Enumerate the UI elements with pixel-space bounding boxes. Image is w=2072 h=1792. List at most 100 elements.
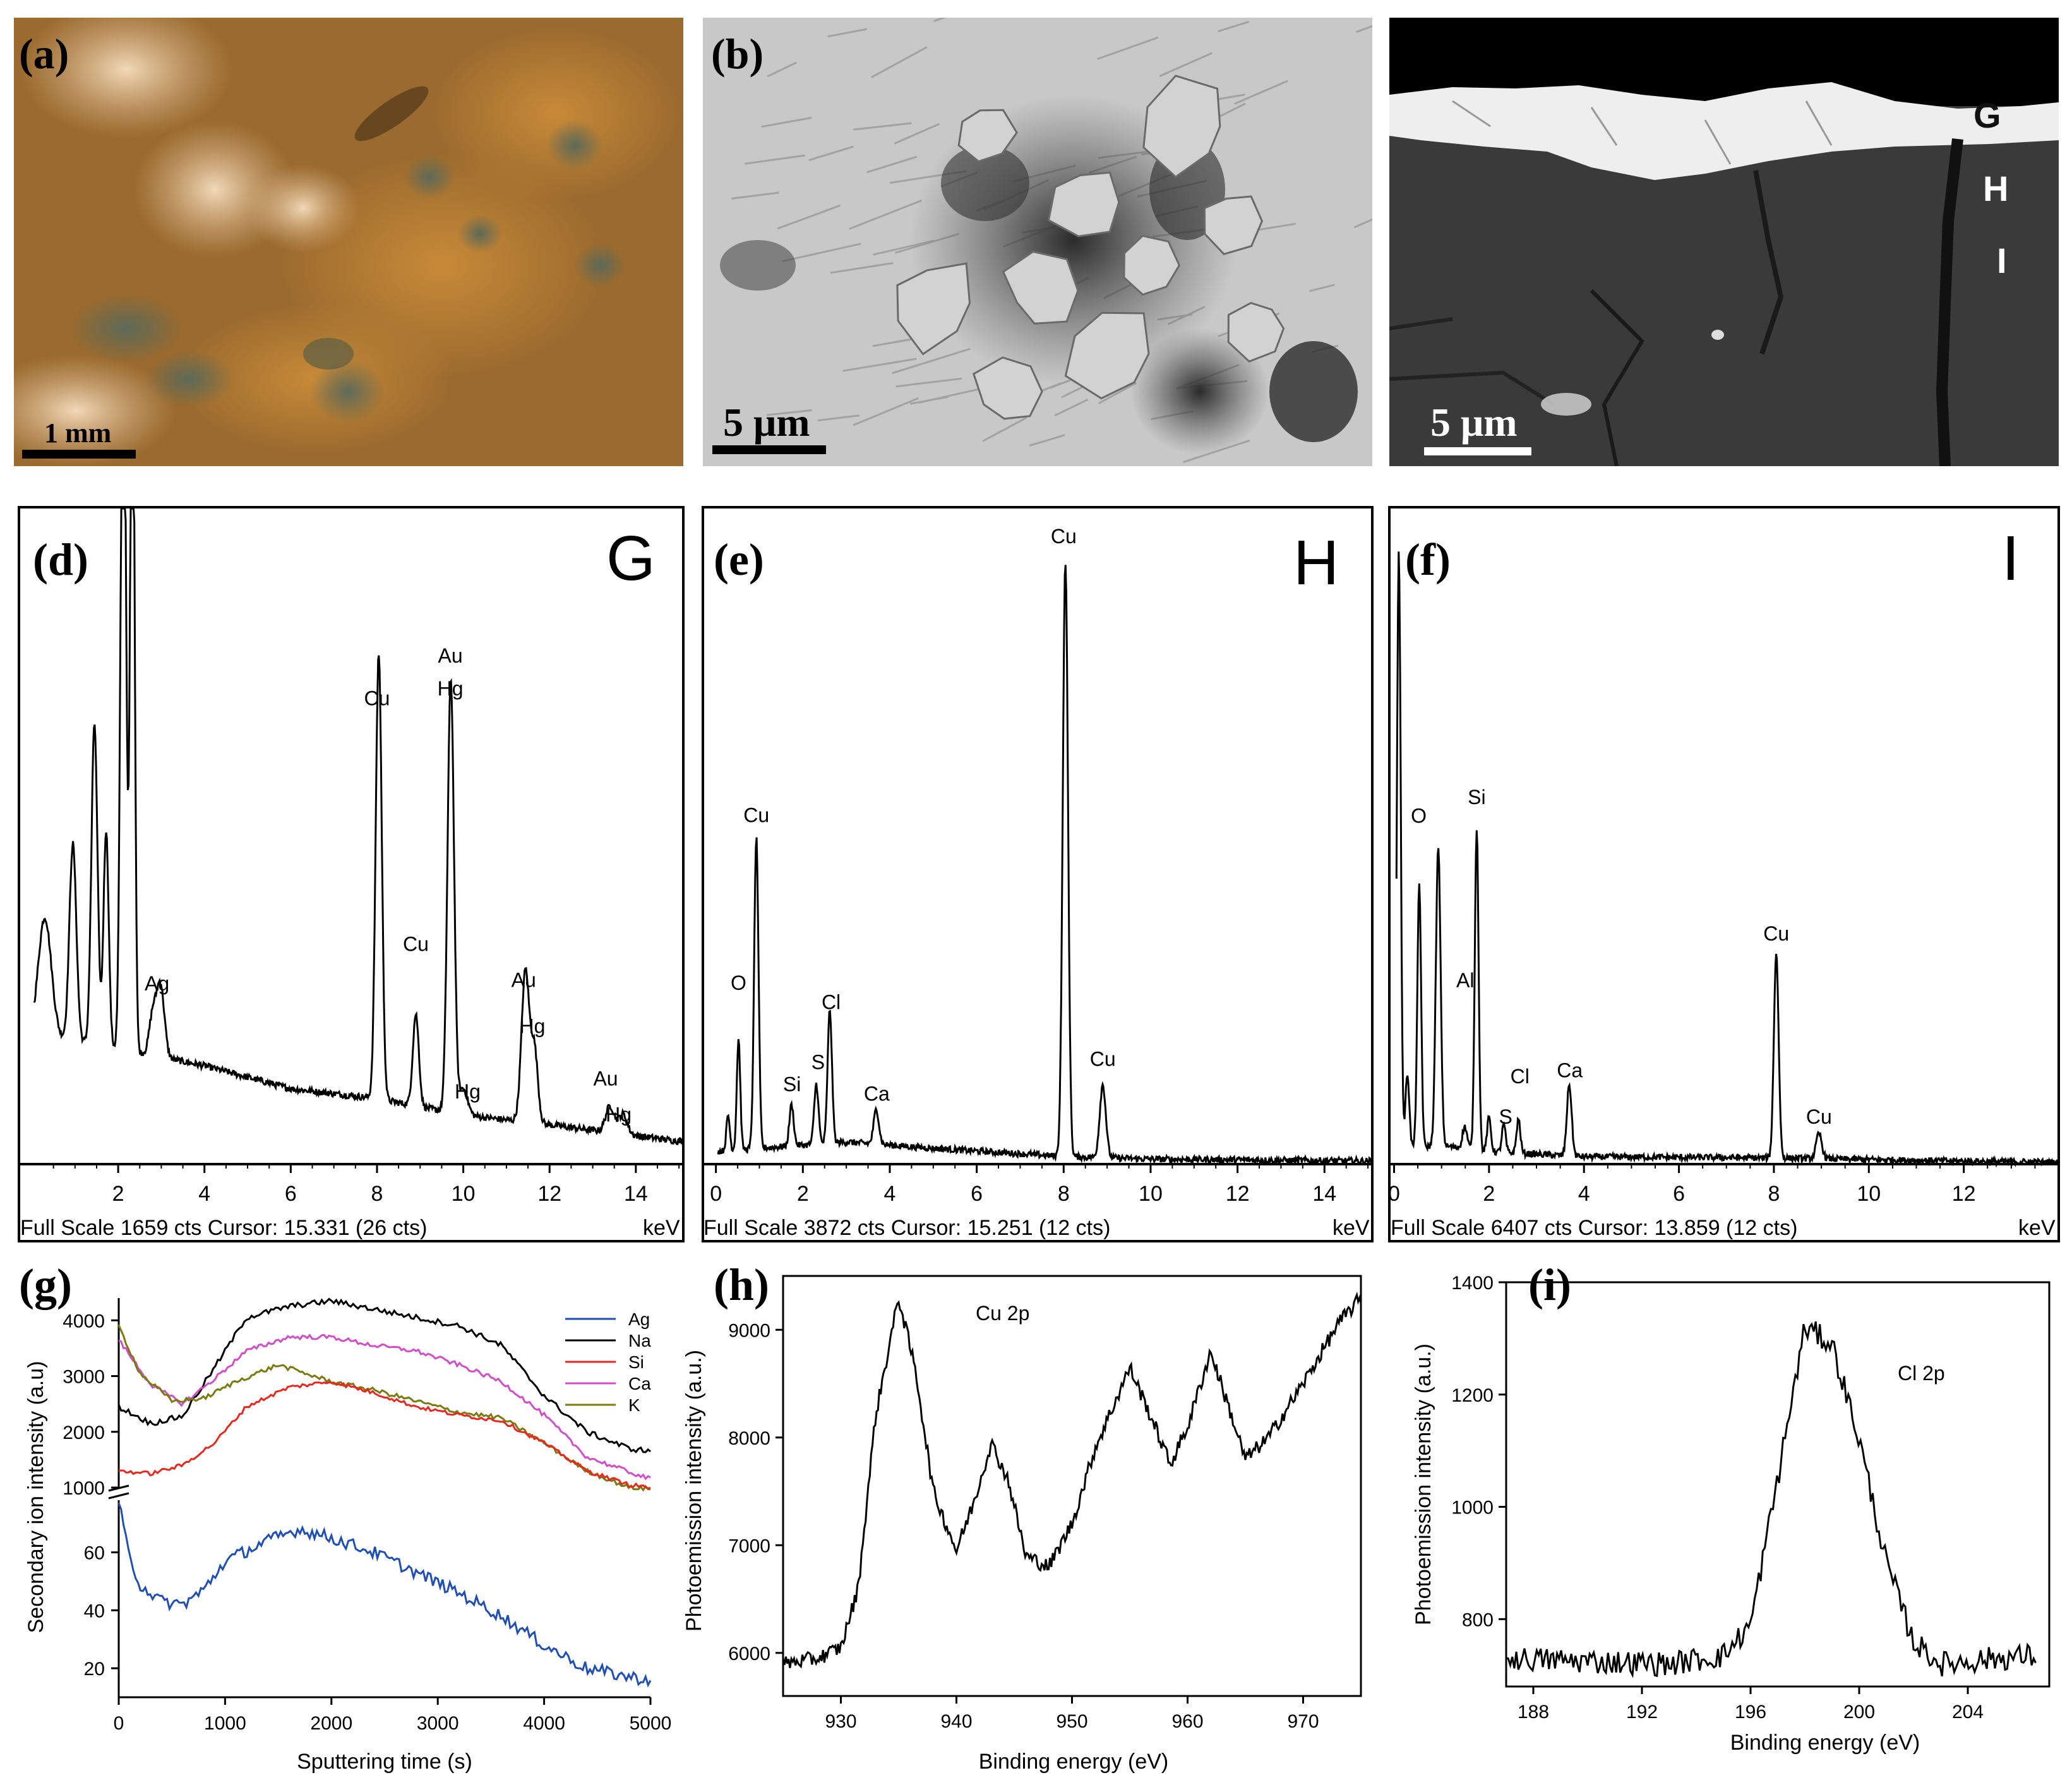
eds-unit-f: keV <box>2018 1216 2056 1240</box>
y-tick-label: 1200 <box>1451 1385 1494 1406</box>
peak-label: Cu <box>1763 922 1789 945</box>
xps-spectrum-h: (h) Cu 2p 930 940 950 960 970 6000 7000 8000 900… <box>682 1260 1362 1774</box>
i-trace <box>1506 1321 2037 1678</box>
x-tick-label: 0 <box>114 1713 124 1734</box>
x-tick-label: 204 <box>1952 1702 1984 1723</box>
series-line-ca <box>118 1333 651 1481</box>
y-tick-label: 2000 <box>63 1422 105 1443</box>
eds-corner-label-d: G <box>606 523 656 594</box>
scale-bar-a <box>22 450 136 459</box>
g-x-axis-label: Sputtering time (s) <box>297 1750 472 1774</box>
micrograph-c: (c) G H I 5 μm <box>1389 18 2059 466</box>
x-tick-label: 8 <box>1768 1182 1780 1206</box>
panel-label-i: (i) <box>1528 1260 1571 1310</box>
peak-label: Al <box>1456 969 1474 992</box>
y-tick-label: 40 <box>84 1601 105 1621</box>
x-tick-label: 200 <box>1843 1702 1875 1723</box>
depth-profile-g: (g) 0 1000 2000 3000 4000 5000 1000 2000 3000 400… <box>19 1260 671 1774</box>
peak-label: O <box>731 971 746 994</box>
eds-unit-d: keV <box>643 1216 680 1240</box>
grain-shape <box>957 109 1018 163</box>
peak-label: Au <box>593 1067 618 1090</box>
eds-footer-e: Full Scale 3872 cts Cursor: 15.251 (12 c… <box>704 1216 1110 1240</box>
i-y-axis-label: Photoemission intensity (a.u.) <box>1411 1344 1435 1625</box>
g-legend: Ag Na Si Ca K <box>565 1309 651 1415</box>
legend-label: Si <box>628 1352 644 1372</box>
y-tick-label: 1000 <box>63 1478 105 1499</box>
panel-label-e: (e) <box>714 534 764 585</box>
y-tick-label: 7000 <box>728 1536 770 1556</box>
grain-shape <box>1002 250 1079 325</box>
x-tick-label: 188 <box>1518 1702 1549 1723</box>
x-tick-label: 10 <box>1139 1182 1163 1206</box>
x-tick-label: 0 <box>1388 1182 1400 1206</box>
grain-shape <box>1227 301 1285 363</box>
x-tick-label: 3000 <box>417 1713 459 1734</box>
y-tick-label: 800 <box>1462 1609 1494 1630</box>
y-tick-label: 1400 <box>1451 1273 1494 1294</box>
y-tick-label: 8000 <box>728 1428 770 1449</box>
grain-shape <box>1064 311 1150 400</box>
x-tick-label: 6 <box>971 1182 983 1206</box>
y-tick-label: 20 <box>84 1659 105 1680</box>
eds-footer-d: Full Scale 1659 cts Cursor: 15.331 (26 c… <box>20 1216 427 1240</box>
x-tick-label: 960 <box>1171 1711 1203 1732</box>
legend-label: Ca <box>628 1374 651 1393</box>
peak-label: Cu <box>1806 1105 1832 1128</box>
eds-trace-d <box>33 507 685 1145</box>
panel-label-h: (h) <box>714 1260 769 1310</box>
series-line-ag <box>117 1502 652 1688</box>
x-tick-label: 6 <box>285 1182 297 1206</box>
x-tick-label: 970 <box>1287 1711 1319 1732</box>
eds-spectrum-f: (f) I Full Scale 6407 cts Cursor: 13.859… <box>1388 506 2060 1242</box>
scale-bar-b <box>712 445 826 454</box>
x-tick-label: 4 <box>884 1182 896 1206</box>
x-tick-label: 930 <box>825 1711 856 1732</box>
y-tick-label: 4000 <box>63 1311 105 1332</box>
scale-bar-label-c: 5 μm <box>1430 400 1518 445</box>
panel-label-d: (d) <box>33 534 88 585</box>
h-x-axis-label: Binding energy (eV) <box>979 1750 1169 1774</box>
peak-label: Cu <box>403 933 429 956</box>
y-tick-label: 1000 <box>1451 1498 1494 1518</box>
legend-label: Ag <box>628 1309 650 1329</box>
eds-trace-f <box>1395 551 2060 1168</box>
x-tick-label: 10 <box>452 1182 476 1206</box>
h-trace <box>782 1291 1362 1669</box>
scale-bar-label-a: 1 mm <box>44 418 111 448</box>
x-tick-label: 6 <box>1673 1182 1685 1206</box>
eds-trace-e <box>717 565 1374 1167</box>
series-line-si <box>118 1381 651 1489</box>
x-tick-label: 2 <box>112 1182 124 1206</box>
micrograph-c-layer-g <box>1389 82 2059 180</box>
peak-label: Si <box>1468 786 1485 809</box>
layer-label-g: G <box>1973 95 2001 135</box>
x-tick-label: 14 <box>1312 1182 1336 1206</box>
x-tick-label: 10 <box>1857 1182 1881 1206</box>
x-tick-label: 1000 <box>204 1713 246 1734</box>
x-tick-label: 12 <box>1226 1182 1250 1206</box>
x-tick-label: 2000 <box>310 1713 352 1734</box>
g-y-axis-label: Secondary ion intensity (a.u) <box>24 1361 48 1633</box>
h-plot-frame <box>782 1275 1362 1697</box>
peak-label: Cl <box>822 990 841 1013</box>
panel-label-a: (a) <box>19 30 69 78</box>
grain-shape <box>896 262 971 356</box>
scale-bar-c <box>1424 447 1531 455</box>
panel-label-b: (b) <box>711 30 764 78</box>
peak-label: Cu <box>1090 1048 1116 1071</box>
grain-shape <box>1123 234 1181 296</box>
xps-spectrum-i: (i) Cl 2p 188 192 196 200 204 800 1000 1200 1400… <box>1411 1260 2051 1755</box>
h-annotation: Cu 2p <box>976 1302 1029 1325</box>
x-tick-label: 192 <box>1626 1702 1658 1723</box>
x-tick-label: 4000 <box>523 1713 565 1734</box>
x-tick-label: 12 <box>537 1182 561 1206</box>
micrograph-b: (b) 5 μm <box>703 18 1372 466</box>
legend-label: K <box>628 1395 640 1415</box>
peak-label: Cl <box>1511 1065 1530 1088</box>
layer-label-i: I <box>1997 241 2007 280</box>
eds-frame-d <box>18 506 685 1242</box>
grain-shape <box>1142 75 1221 179</box>
y-tick-label: 60 <box>84 1543 105 1564</box>
eds-corner-label-e: H <box>1293 527 1339 598</box>
